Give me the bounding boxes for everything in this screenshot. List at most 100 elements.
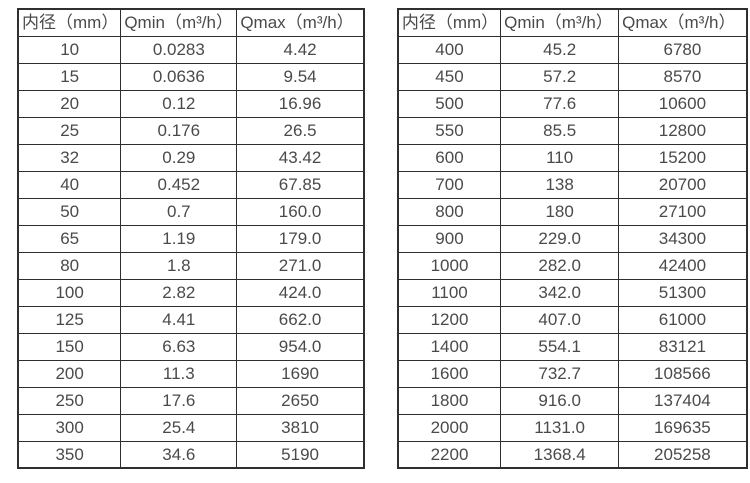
table-row: 550 85.5 12800	[397, 116, 748, 145]
cell: 40	[17, 170, 122, 199]
table-row: 700 138 20700	[397, 170, 748, 199]
table-row: 32 0.29 43.42	[17, 143, 365, 172]
cell: 0.29	[120, 143, 238, 172]
table-row: 10 0.0283 4.42	[17, 35, 365, 64]
cell: 138	[500, 170, 620, 199]
cell: 282.0	[500, 251, 620, 280]
cell: 180	[500, 197, 620, 226]
cell: 0.7	[120, 197, 238, 226]
cell: 200	[17, 359, 122, 388]
cell: 1690	[236, 359, 365, 388]
cell: 1600	[397, 359, 502, 388]
cell: 732.7	[500, 359, 620, 388]
cell: 108566	[618, 359, 748, 388]
cell: 0.12	[120, 89, 238, 118]
cell: 0.0283	[120, 35, 238, 64]
cell: 110	[500, 143, 620, 172]
cell: 800	[397, 197, 502, 226]
table-row: 15 0.0636 9.54	[17, 62, 365, 91]
table-row: 80 1.8 271.0	[17, 251, 365, 280]
table-row: 50 0.7 160.0	[17, 197, 365, 226]
cell: 10600	[618, 89, 748, 118]
cell: 20700	[618, 170, 748, 199]
cell: 61000	[618, 305, 748, 334]
table-row: 1100 342.0 51300	[397, 278, 748, 307]
cell: 25	[17, 116, 122, 145]
cell: 4.41	[120, 305, 238, 334]
table-row: 800 180 27100	[397, 197, 748, 226]
column-header: Qmax（m³/h）	[236, 8, 365, 37]
cell: 1100	[397, 278, 502, 307]
table-row: 1600 732.7 108566	[397, 359, 748, 388]
cell: 424.0	[236, 278, 365, 307]
cell: 0.176	[120, 116, 238, 145]
cell: 150	[17, 332, 122, 361]
cell: 350	[17, 440, 122, 469]
cell: 15	[17, 62, 122, 91]
cell: 169635	[618, 413, 748, 442]
table-row: 2200 1368.4 205258	[397, 440, 748, 469]
cell: 1131.0	[500, 413, 620, 442]
cell: 3810	[236, 413, 365, 442]
cell: 2650	[236, 386, 365, 415]
cell: 916.0	[500, 386, 620, 415]
cell: 662.0	[236, 305, 365, 334]
cell: 65	[17, 224, 122, 253]
cell: 2200	[397, 440, 502, 469]
table-row: 900 229.0 34300	[397, 224, 748, 253]
column-header: 内径（mm）	[17, 8, 122, 37]
cell: 42400	[618, 251, 748, 280]
cell: 554.1	[500, 332, 620, 361]
table-row: 250 17.6 2650	[17, 386, 365, 415]
cell: 17.6	[120, 386, 238, 415]
cell: 1400	[397, 332, 502, 361]
cell: 34.6	[120, 440, 238, 469]
cell: 271.0	[236, 251, 365, 280]
table-row: 300 25.4 3810	[17, 413, 365, 442]
cell: 26.5	[236, 116, 365, 145]
cell: 205258	[618, 440, 748, 469]
table-row: 450 57.2 8570	[397, 62, 748, 91]
flow-table-small-diameters: 内径（mm） Qmin（m³/h） Qmax（m³/h） 10 0.0283 4.42 15…	[17, 8, 365, 469]
cell: 6780	[618, 35, 748, 64]
cell: 16.96	[236, 89, 365, 118]
cell: 50	[17, 197, 122, 226]
table-row: 40 0.452 67.85	[17, 170, 365, 199]
cell: 0.0636	[120, 62, 238, 91]
cell: 10	[17, 35, 122, 64]
cell: 2000	[397, 413, 502, 442]
cell: 20	[17, 89, 122, 118]
cell: 85.5	[500, 116, 620, 145]
table-row: 350 34.6 5190	[17, 440, 365, 469]
cell: 4.42	[236, 35, 365, 64]
cell: 0.452	[120, 170, 238, 199]
cell: 407.0	[500, 305, 620, 334]
cell: 11.3	[120, 359, 238, 388]
cell: 500	[397, 89, 502, 118]
column-header: Qmin（m³/h）	[120, 8, 238, 37]
cell: 900	[397, 224, 502, 253]
table-row: 200 11.3 1690	[17, 359, 365, 388]
cell: 83121	[618, 332, 748, 361]
table-row: 100 2.82 424.0	[17, 278, 365, 307]
cell: 1800	[397, 386, 502, 415]
flow-rate-tables-page: 内径（mm） Qmin（m³/h） Qmax（m³/h） 10 0.0283 4.42 15…	[17, 8, 748, 469]
cell: 6.63	[120, 332, 238, 361]
table-row: 1200 407.0 61000	[397, 305, 748, 334]
table-row: 500 77.6 10600	[397, 89, 748, 118]
cell: 179.0	[236, 224, 365, 253]
cell: 32	[17, 143, 122, 172]
cell: 400	[397, 35, 502, 64]
cell: 137404	[618, 386, 748, 415]
table-row: 400 45.2 6780	[397, 35, 748, 64]
cell: 15200	[618, 143, 748, 172]
cell: 8570	[618, 62, 748, 91]
cell: 57.2	[500, 62, 620, 91]
table-row: 2000 1131.0 169635	[397, 413, 748, 442]
cell: 100	[17, 278, 122, 307]
cell: 67.85	[236, 170, 365, 199]
cell: 45.2	[500, 35, 620, 64]
cell: 1000	[397, 251, 502, 280]
cell: 229.0	[500, 224, 620, 253]
cell: 300	[17, 413, 122, 442]
